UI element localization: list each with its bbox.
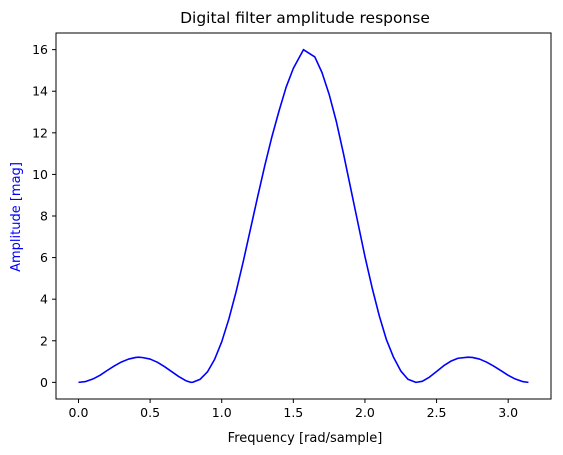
x-tick-label: 3.0 [498, 405, 518, 420]
x-tick-label: 0.0 [69, 405, 89, 420]
plot-area-frame [55, 32, 552, 400]
y-tick-label: 4 [40, 292, 48, 307]
amplitude-series-line [78, 48, 529, 384]
y-tick-label: 10 [32, 167, 48, 182]
y-tick-label: 16 [32, 42, 48, 57]
x-tick-label: 2.5 [427, 405, 447, 420]
chart-title: Digital filter amplitude response [180, 9, 430, 27]
y-tick-label: 14 [32, 84, 48, 99]
y-tick-label: 2 [40, 333, 48, 348]
x-axis-label: Frequency [rad/sample] [228, 431, 383, 446]
y-axis-label: Amplitude [mag] [9, 162, 24, 272]
y-tick-label: 6 [40, 250, 48, 265]
x-axis-ticks: 0.0 0.5 1.0 1.5 2.0 2.5 3.0 [69, 399, 518, 420]
y-axis-ticks: 0 2 4 6 8 10 12 14 16 [32, 42, 56, 390]
y-tick-label: 8 [40, 209, 48, 224]
x-tick-label: 2.0 [355, 405, 375, 420]
x-tick-label: 0.5 [140, 405, 160, 420]
y-tick-label: 0 [40, 375, 48, 390]
y-tick-label: 12 [32, 125, 48, 140]
x-tick-label: 1.0 [212, 405, 232, 420]
x-tick-label: 1.5 [283, 405, 303, 420]
